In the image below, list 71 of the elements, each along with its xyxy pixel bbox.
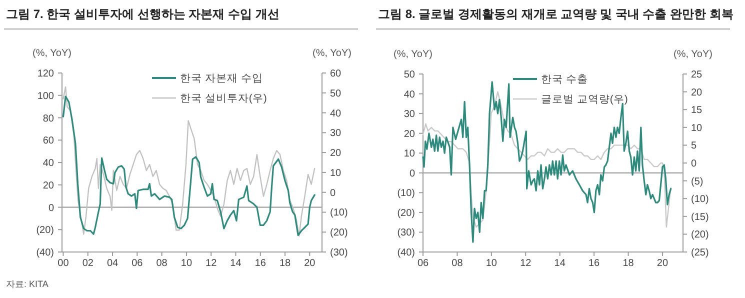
y-tick-label: 50	[404, 70, 416, 80]
x-tick-label: 12	[206, 258, 218, 269]
y-tick-label: (30)	[397, 228, 415, 239]
y2-tick-label: 60	[330, 68, 342, 80]
x-tick-label: 18	[279, 258, 292, 269]
x-tick-label: 08	[156, 258, 168, 269]
x-tick-label: 08	[452, 258, 464, 269]
y-tick-label: 30	[404, 109, 416, 120]
y-tick-label: (20)	[397, 208, 415, 219]
legend-label: 한국 자본재 수입	[180, 72, 263, 85]
y-tick-label: 10	[404, 148, 416, 160]
x-tick-label: 20	[656, 258, 668, 269]
x-tick-label: 04	[106, 258, 119, 269]
x-tick-label: 06	[417, 258, 429, 269]
y2-tick-label: (5)	[691, 176, 704, 188]
x-tick-label: 18	[622, 258, 634, 269]
x-tick-label: 12	[520, 258, 532, 269]
y-tick-label: 40	[42, 158, 54, 169]
legend-label: 한국 수출	[541, 74, 588, 86]
y2-tick-label: 30	[330, 128, 342, 140]
x-tick-label: 16	[588, 258, 600, 269]
y2-tick-label: 10	[330, 168, 342, 179]
y2-tick-label: (10)	[330, 208, 348, 219]
y2-tick-label: (20)	[330, 228, 348, 239]
y-tick-label: (40)	[397, 248, 415, 258]
y-tick-label: 0	[409, 168, 416, 180]
y2-tick-label: 20	[330, 148, 342, 160]
y-tick-label: 80	[42, 113, 54, 124]
x-tick-label: 14	[230, 258, 242, 269]
y-tick-label: 20	[42, 180, 54, 192]
line-series	[422, 91, 672, 228]
x-tick-label: 00	[58, 258, 70, 269]
text: 자료: KITA	[6, 279, 48, 289]
y-tick-label: 20	[404, 128, 416, 140]
y-tick-label: 120	[37, 68, 54, 80]
y-tick-label: 60	[42, 136, 54, 147]
x-tick-label: 10	[180, 258, 192, 269]
y2-tick-label: 40	[330, 108, 342, 120]
y2-tick-label: 5	[691, 140, 697, 152]
y2-tick-label: 0	[330, 188, 336, 199]
x-tick-label: 14	[554, 258, 566, 269]
y-tick-label: (10)	[397, 188, 415, 200]
y2-tick-label: 0	[691, 158, 697, 170]
y2-axis-title: (%, YoY)	[312, 48, 352, 59]
y-axis-title: (%, YoY)	[394, 49, 432, 60]
y-tick-label: (20)	[36, 225, 54, 236]
x-tick-label: 10	[486, 258, 498, 269]
y2-tick-label: 25	[691, 70, 703, 80]
y2-tick-label: 50	[330, 88, 342, 100]
y-tick-label: (40)	[36, 248, 54, 258]
x-tick-label: 16	[254, 258, 266, 269]
x-tick-label: 20	[304, 258, 316, 269]
legend-label: 글로벌 교역량(우)	[541, 94, 628, 106]
y2-axis-title: (%, YoY)	[674, 49, 712, 60]
y2-tick-label: (20)	[691, 230, 709, 241]
chart-title: 그림 8. 글로벌 경제활동의 재개로 교역량 및 국내 수출 완만한 회복	[378, 7, 734, 21]
y-tick-label: 100	[37, 90, 54, 102]
y2-tick-label: (10)	[691, 194, 709, 206]
y2-tick-label: 15	[691, 105, 703, 116]
x-tick-label: 02	[82, 258, 94, 269]
y2-tick-label: (25)	[691, 248, 709, 258]
chart-title: 그림 7. 한국 설비투자에 선행하는 자본재 수입 개선	[6, 7, 280, 21]
y-tick-label: 40	[404, 89, 416, 100]
x-tick-label: 06	[132, 258, 144, 269]
y-axis-title: (%, YoY)	[32, 48, 72, 59]
legend-label: 한국 설비투자(우)	[180, 92, 267, 105]
y2-tick-label: 20	[691, 87, 703, 98]
y2-tick-label: 10	[691, 122, 703, 134]
y2-tick-label: (15)	[691, 212, 709, 223]
y-tick-label: 0	[48, 202, 54, 214]
y2-tick-label: (30)	[330, 248, 348, 258]
